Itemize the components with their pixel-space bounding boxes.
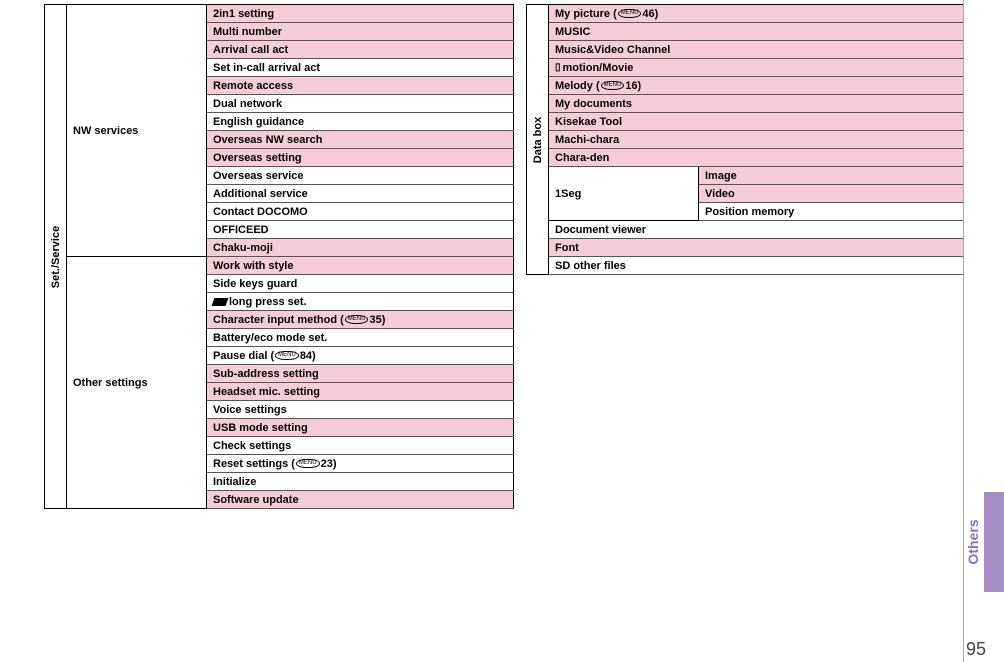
vertical-category-label: Data box <box>527 5 549 275</box>
setting-item: Voice settings <box>207 401 514 419</box>
left-column: Set./ServiceNW services2in1 settingMulti… <box>44 4 514 658</box>
right-column: Data boxMy picture (MENU46)MUSICMusic&Vi… <box>526 4 996 658</box>
databox-item: Chara-den <box>549 149 996 167</box>
setting-item: Overseas NW search <box>207 131 514 149</box>
menu-oval-icon: MENU <box>601 81 625 90</box>
category-cell: Other settings <box>67 257 207 509</box>
vertical-category-label: Set./Service <box>45 5 67 509</box>
menu-oval-icon: MENU <box>275 351 299 360</box>
menu-oval-icon: MENU <box>618 9 642 18</box>
setting-item: long press set. <box>207 293 514 311</box>
databox-item: My picture (MENU46) <box>549 5 996 23</box>
tab-label: Others <box>964 492 982 592</box>
databox-item: Machi-chara <box>549 131 996 149</box>
setting-item: Software update <box>207 491 514 509</box>
databox-item: Image <box>699 167 996 185</box>
databox-item: Position memory <box>699 203 996 221</box>
databox-item: MUSIC <box>549 23 996 41</box>
menu-oval-icon: MENU <box>296 459 320 468</box>
setting-item: Side keys guard <box>207 275 514 293</box>
databox-item: Music&Video Channel <box>549 41 996 59</box>
tab-color-block <box>984 492 1004 592</box>
databox-item: SD other files <box>549 257 996 275</box>
databox-item: Font <box>549 239 996 257</box>
setting-item: Headset mic. setting <box>207 383 514 401</box>
setting-item: Dual network <box>207 95 514 113</box>
left-table: Set./ServiceNW services2in1 settingMulti… <box>44 4 514 509</box>
setting-item: English guidance <box>207 113 514 131</box>
setting-item: Pause dial (MENU84) <box>207 347 514 365</box>
setting-item: Work with style <box>207 257 514 275</box>
pre-icon: ▯ <box>555 62 561 73</box>
setting-item: Overseas setting <box>207 149 514 167</box>
setting-item: Battery/eco mode set. <box>207 329 514 347</box>
setting-item: Overseas service <box>207 167 514 185</box>
databox-item: Kisekae Tool <box>549 113 996 131</box>
setting-item: Set in-call arrival act <box>207 59 514 77</box>
databox-item: My documents <box>549 95 996 113</box>
category-cell: NW services <box>67 5 207 257</box>
setting-item: Character input method (MENU35) <box>207 311 514 329</box>
setting-item: Initialize <box>207 473 514 491</box>
setting-item: Remote access <box>207 77 514 95</box>
setting-item: Multi number <box>207 23 514 41</box>
databox-item: ▯motion/Movie <box>549 59 996 77</box>
setting-item: 2in1 setting <box>207 5 514 23</box>
setting-item: Reset settings (MENU23) <box>207 455 514 473</box>
databox-item: Document viewer <box>549 221 996 239</box>
page-number: 95 <box>966 639 986 660</box>
setting-item: Arrival call act <box>207 41 514 59</box>
setting-item: Chaku-moji <box>207 239 514 257</box>
side-tab: Others 95 <box>964 0 1004 662</box>
menu-oval-icon: MENU <box>345 315 369 324</box>
setting-item: OFFICEED <box>207 221 514 239</box>
category-cell: 1Seg <box>549 167 699 221</box>
setting-item: Contact DOCOMO <box>207 203 514 221</box>
setting-item: USB mode setting <box>207 419 514 437</box>
databox-item: Video <box>699 185 996 203</box>
setting-item: Additional service <box>207 185 514 203</box>
slant-icon <box>212 298 229 306</box>
right-table: Data boxMy picture (MENU46)MUSICMusic&Vi… <box>526 4 996 275</box>
setting-item: Sub-address setting <box>207 365 514 383</box>
databox-item: Melody (MENU16) <box>549 77 996 95</box>
setting-item: Check settings <box>207 437 514 455</box>
